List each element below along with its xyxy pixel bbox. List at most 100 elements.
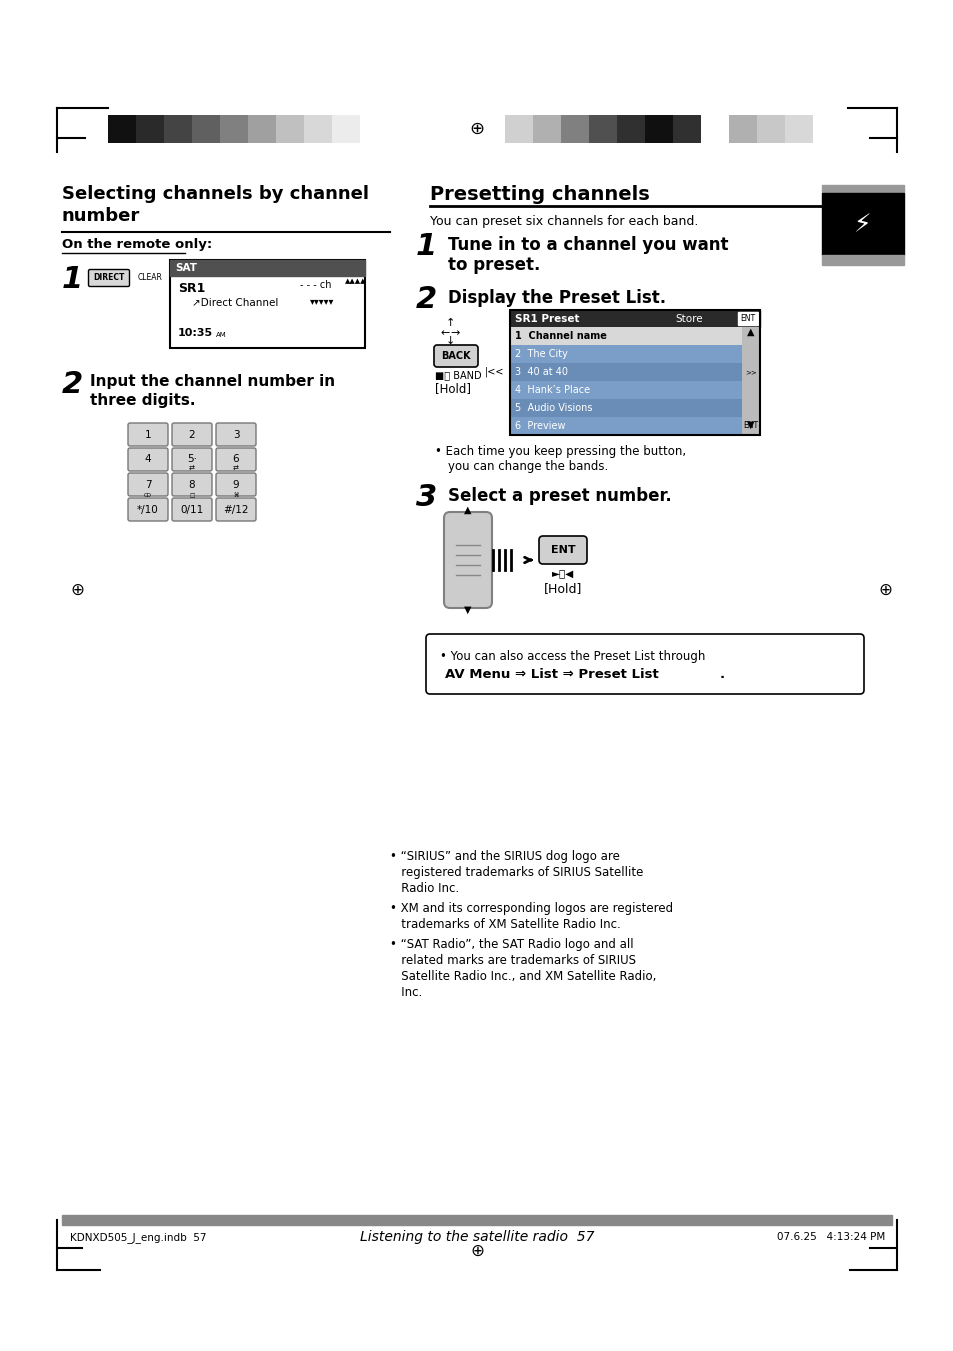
Text: SAT: SAT — [174, 263, 196, 273]
Text: ►／◀: ►／◀ — [551, 567, 574, 578]
Bar — [510, 327, 741, 345]
Text: Satellite Radio Inc., and XM Satellite Radio,: Satellite Radio Inc., and XM Satellite R… — [390, 970, 656, 984]
Bar — [510, 417, 741, 435]
Text: Display the Preset List.: Display the Preset List. — [448, 289, 665, 307]
Bar — [332, 115, 359, 143]
Text: 2: 2 — [189, 430, 195, 439]
Text: three digits.: three digits. — [90, 393, 195, 408]
FancyBboxPatch shape — [128, 449, 168, 471]
Text: ▲: ▲ — [464, 505, 471, 515]
Bar — [821, 255, 903, 265]
Text: ⇄: ⇄ — [189, 466, 194, 471]
Bar — [821, 185, 903, 193]
Bar — [510, 363, 741, 381]
Text: 9: 9 — [233, 480, 239, 489]
Bar — [533, 115, 560, 143]
FancyBboxPatch shape — [172, 423, 212, 446]
Text: SR1: SR1 — [178, 282, 205, 295]
Text: • “SAT Radio”, the SAT Radio logo and all: • “SAT Radio”, the SAT Radio logo and al… — [390, 938, 633, 951]
Text: related marks are trademarks of SIRIUS: related marks are trademarks of SIRIUS — [390, 954, 636, 967]
Text: number: number — [62, 207, 140, 226]
Text: [Hold]: [Hold] — [435, 382, 471, 394]
Text: registered trademarks of SIRIUS Satellite: registered trademarks of SIRIUS Satellit… — [390, 866, 642, 880]
Text: ⊕: ⊕ — [469, 120, 484, 138]
FancyBboxPatch shape — [426, 634, 863, 694]
Text: Selecting channels by channel: Selecting channels by channel — [62, 185, 369, 203]
Bar — [359, 115, 388, 143]
FancyBboxPatch shape — [215, 449, 255, 471]
Text: DIRECT: DIRECT — [93, 273, 125, 282]
Bar — [821, 193, 903, 255]
Text: 2: 2 — [416, 285, 436, 313]
Bar — [170, 259, 365, 349]
Bar — [504, 115, 533, 143]
Text: 1  Channel name: 1 Channel name — [515, 331, 606, 340]
Bar — [644, 115, 672, 143]
Text: 6: 6 — [233, 454, 239, 465]
Bar — [560, 115, 588, 143]
Bar — [738, 312, 758, 326]
Text: #/12: #/12 — [223, 504, 249, 515]
Text: ENT: ENT — [742, 422, 758, 431]
FancyBboxPatch shape — [215, 423, 255, 446]
Bar — [741, 417, 760, 435]
Text: ←: ← — [440, 328, 449, 338]
Text: Listening to the satellite radio  57: Listening to the satellite radio 57 — [359, 1229, 594, 1244]
Text: 3  40 at 40: 3 40 at 40 — [515, 367, 567, 377]
Bar — [510, 381, 741, 399]
Text: 2: 2 — [62, 370, 83, 399]
Bar — [108, 115, 136, 143]
Text: CLEAR: CLEAR — [138, 273, 163, 282]
Text: 5  Audio Visions: 5 Audio Visions — [515, 403, 592, 413]
FancyBboxPatch shape — [172, 499, 212, 521]
Text: Select a preset number.: Select a preset number. — [448, 486, 671, 505]
Bar — [192, 115, 220, 143]
Text: • “SIRIUS” and the SIRIUS dog logo are: • “SIRIUS” and the SIRIUS dog logo are — [390, 850, 619, 863]
Bar — [672, 115, 700, 143]
Text: SR1 Preset: SR1 Preset — [515, 313, 578, 323]
Bar — [304, 115, 332, 143]
Text: 7: 7 — [145, 480, 152, 489]
Text: →: → — [450, 328, 459, 338]
Text: KDNXD505_J_eng.indb  57: KDNXD505_J_eng.indb 57 — [70, 1232, 206, 1243]
Text: ■／ BAND: ■／ BAND — [435, 370, 481, 380]
Bar — [170, 259, 365, 276]
Text: BACK: BACK — [440, 351, 471, 361]
Text: ▲▲▲▲: ▲▲▲▲ — [345, 278, 366, 284]
Text: 8: 8 — [189, 480, 195, 489]
FancyBboxPatch shape — [215, 473, 255, 496]
Text: [Hold]: [Hold] — [543, 582, 581, 594]
Text: - - - ch: - - - ch — [299, 280, 331, 290]
Text: Radio Inc.: Radio Inc. — [390, 882, 458, 894]
Text: ↗Direct Channel: ↗Direct Channel — [192, 299, 278, 308]
Text: 1: 1 — [416, 232, 436, 261]
Bar — [588, 115, 617, 143]
FancyBboxPatch shape — [172, 449, 212, 471]
Text: 2  The City: 2 The City — [515, 349, 567, 359]
Text: Input the channel number in: Input the channel number in — [90, 374, 335, 389]
Text: ⌘: ⌘ — [233, 493, 238, 499]
Text: ⊕: ⊕ — [470, 1242, 483, 1260]
Text: ⚡: ⚡ — [853, 213, 871, 236]
Text: Store: Store — [675, 313, 702, 323]
Text: 0/11: 0/11 — [180, 504, 203, 515]
Text: */10: */10 — [137, 504, 159, 515]
Bar — [220, 115, 248, 143]
Text: 4  Hank’s Place: 4 Hank’s Place — [515, 385, 590, 394]
Text: trademarks of XM Satellite Radio Inc.: trademarks of XM Satellite Radio Inc. — [390, 917, 620, 931]
Text: 10:35: 10:35 — [178, 328, 213, 338]
Text: to preset.: to preset. — [448, 255, 539, 274]
Text: you can change the bands.: you can change the bands. — [448, 459, 608, 473]
FancyBboxPatch shape — [128, 473, 168, 496]
Text: You can preset six channels for each band.: You can preset six channels for each ban… — [430, 215, 698, 228]
Bar — [248, 115, 275, 143]
Text: ▲: ▲ — [746, 327, 754, 336]
FancyBboxPatch shape — [172, 473, 212, 496]
FancyBboxPatch shape — [538, 536, 586, 563]
Text: 07.6.25   4:13:24 PM: 07.6.25 4:13:24 PM — [776, 1232, 884, 1242]
Text: ↓: ↓ — [445, 336, 455, 346]
Bar — [136, 115, 164, 143]
Text: AM: AM — [215, 332, 227, 338]
Text: ENT: ENT — [550, 544, 575, 555]
Text: ↑: ↑ — [445, 317, 455, 328]
